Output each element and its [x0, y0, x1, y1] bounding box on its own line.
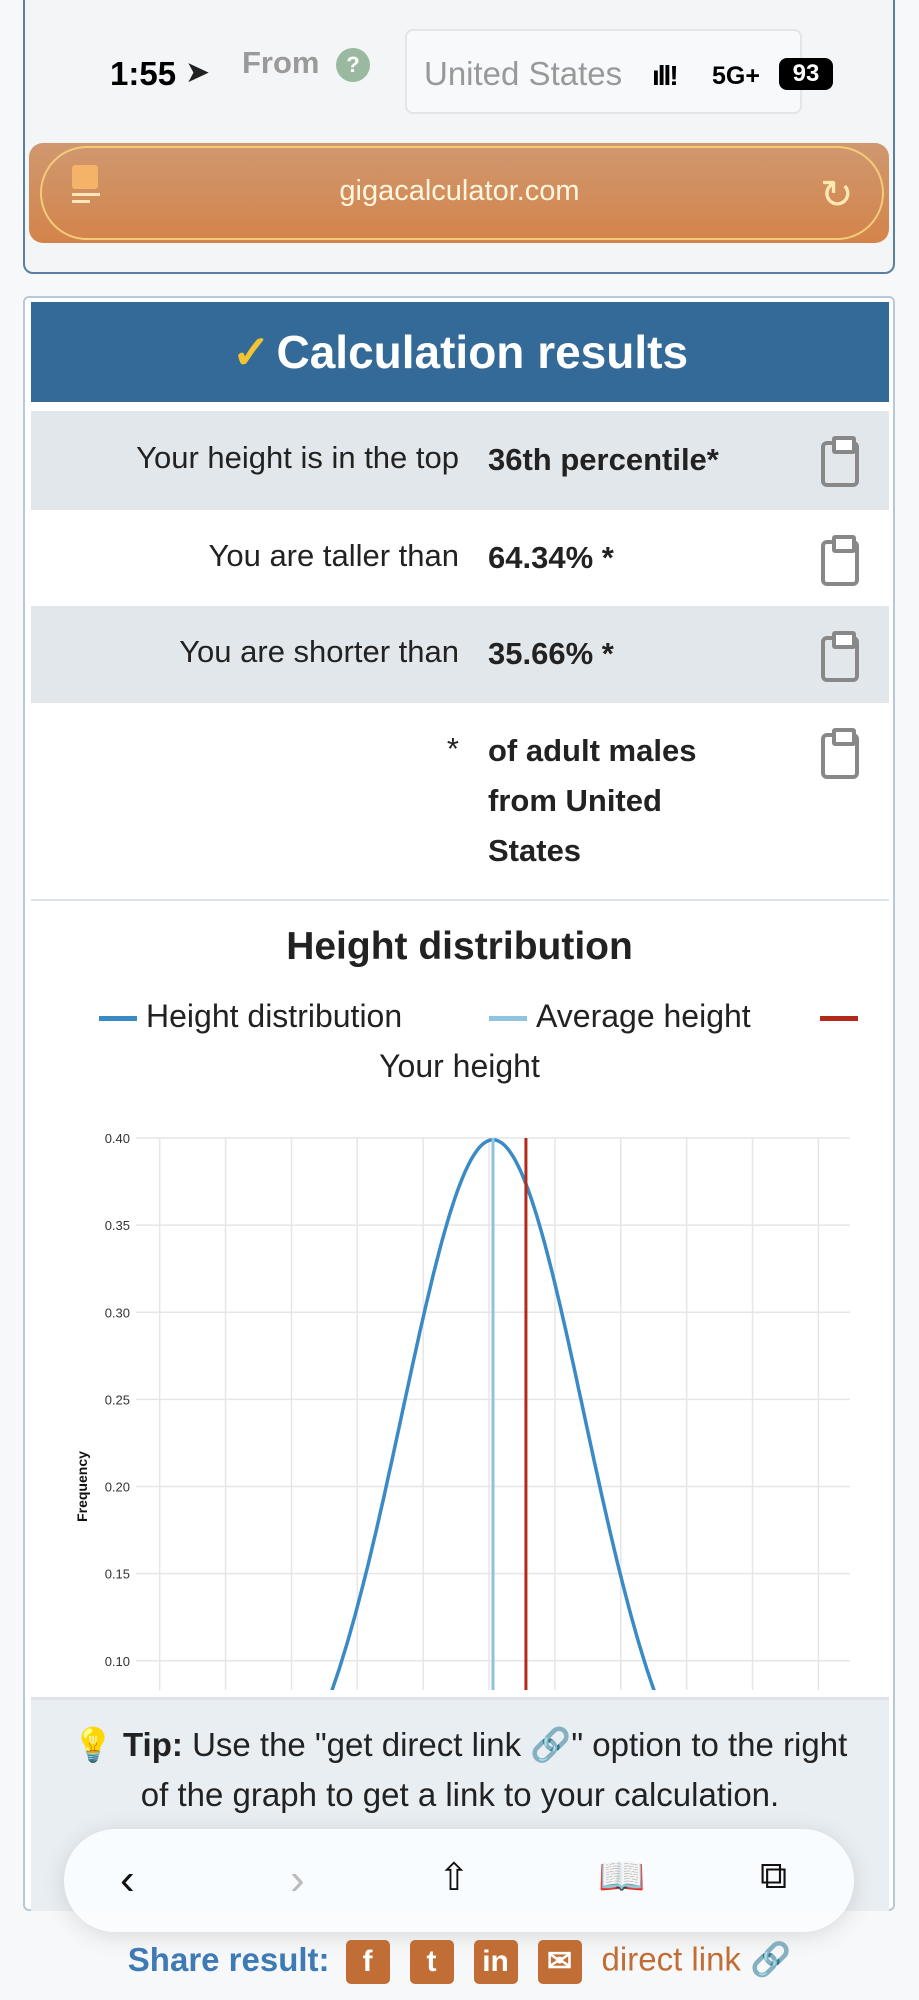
result-row-taller: You are taller than 64.34% * — [31, 510, 889, 606]
battery-indicator: 93 — [779, 58, 833, 90]
linkedin-icon[interactable]: in — [473, 1940, 518, 1984]
y-tick-label: 0.25 — [105, 1392, 130, 1407]
facebook-icon[interactable]: f — [345, 1940, 390, 1984]
share-label: Share result: — [127, 1940, 330, 1978]
results-header: ✓ Calculation results — [31, 302, 889, 402]
status-time: 1:55 — [110, 55, 177, 92]
row-value: of adult males from United States — [488, 733, 697, 868]
y-tick-label: 0.15 — [105, 1567, 130, 1582]
row-value: 64.34% * — [488, 540, 614, 575]
row-label: Your height is in the top — [136, 440, 459, 475]
check-icon: ✓ — [231, 326, 271, 378]
browser-toolbar — [64, 1829, 854, 1932]
forward-icon[interactable]: › — [290, 1855, 305, 1904]
address-bar-outline — [40, 146, 884, 240]
tabs-icon[interactable]: ⧉ — [760, 1855, 788, 1897]
country-select[interactable]: United States — [405, 29, 802, 114]
from-label: From — [242, 45, 320, 80]
lightbulb-icon: 💡 — [72, 1726, 114, 1763]
share-bar: Share result: f t in ✉ direct link 🔗 — [0, 1940, 919, 1984]
tip-body: Use the "get direct link 🔗" option to th… — [140, 1726, 848, 1813]
url-text[interactable]: gigacalculator.com — [339, 175, 580, 207]
row-value: 35.66% * — [488, 636, 614, 671]
clipboard-icon[interactable] — [821, 631, 859, 682]
signal-icon: ıll! — [652, 60, 679, 91]
results-title: Calculation results — [276, 326, 689, 378]
chart-title: Height distribution — [286, 925, 633, 968]
legend-swatch-average — [489, 1016, 527, 1021]
y-tick-label: 0.20 — [105, 1480, 130, 1495]
legend-your-height[interactable]: Your height — [379, 1048, 540, 1084]
result-row-note: * of adult males from United States — [31, 703, 889, 899]
row-label: You are taller than — [208, 538, 459, 573]
tip-text: 💡 Tip: Use the "get direct link 🔗" optio… — [60, 1720, 860, 1820]
reload-icon[interactable]: ↻ — [820, 173, 854, 217]
back-icon[interactable]: ‹ — [120, 1855, 135, 1904]
y-axis-label: Frequency — [74, 1451, 90, 1522]
network-label: 5G+ — [712, 62, 760, 90]
location-icon: ➤ — [185, 56, 211, 89]
bookmarks-icon[interactable]: 📖 — [598, 1856, 646, 1898]
result-row-shorter: You are shorter than 35.66% * — [31, 606, 889, 703]
extensions-icon[interactable] — [70, 165, 106, 205]
clipboard-icon[interactable] — [821, 436, 859, 487]
row-label: * — [446, 731, 459, 766]
y-tick-label: 0.30 — [105, 1305, 130, 1320]
twitter-icon[interactable]: t — [409, 1940, 454, 1984]
divider — [31, 899, 889, 901]
clipboard-icon[interactable] — [821, 728, 859, 779]
tip-label: Tip: — [123, 1726, 183, 1763]
email-icon[interactable]: ✉ — [537, 1940, 582, 1984]
clipboard-icon[interactable] — [821, 535, 859, 586]
legend-average[interactable]: Average height — [536, 998, 751, 1034]
row-value: 36th percentile* — [488, 442, 719, 477]
results-card — [23, 296, 895, 1911]
height-distribution-chart: 0.000.050.100.150.200.250.300.350.401501… — [74, 1131, 850, 1690]
row-label: You are shorter than — [179, 634, 459, 669]
y-tick-label: 0.40 — [105, 1131, 130, 1146]
help-icon[interactable]: ? — [336, 48, 370, 82]
legend-swatch-distribution — [99, 1016, 137, 1021]
legend-distribution[interactable]: Height distribution — [146, 998, 403, 1034]
y-tick-label: 0.35 — [105, 1218, 130, 1233]
legend-swatch-your-height — [820, 1016, 858, 1021]
y-tick-label: 0.10 — [105, 1654, 130, 1669]
address-bar[interactable] — [29, 143, 889, 243]
share-icon[interactable]: ⇧ — [438, 1857, 470, 1899]
direct-link[interactable]: direct link 🔗 — [601, 1940, 792, 1978]
result-row-percentile: Your height is in the top 36th percentil… — [31, 411, 889, 510]
